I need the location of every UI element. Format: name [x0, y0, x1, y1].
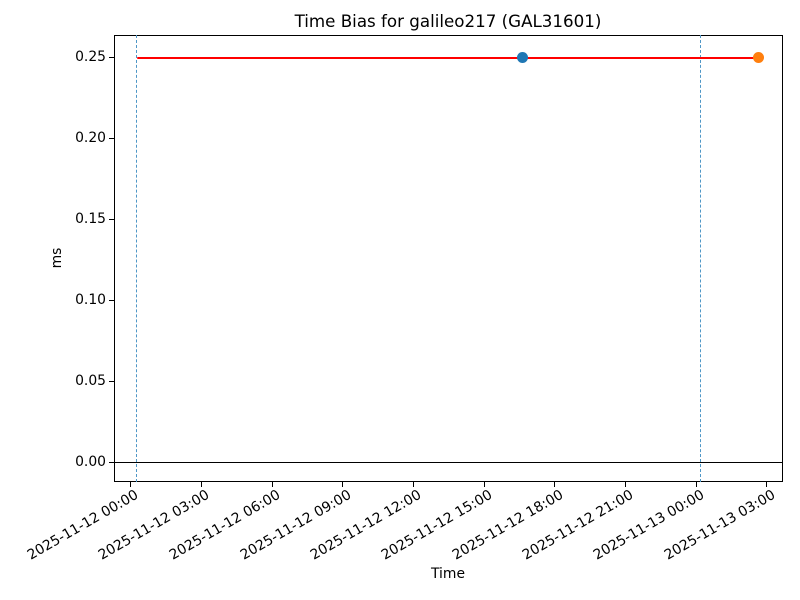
y-tick-label: 0.10 [75, 292, 106, 308]
x-tick-mark [766, 481, 768, 487]
y-tick-mark [108, 218, 114, 220]
x-tick-mark [200, 481, 202, 487]
y-tick-label: 0.20 [75, 130, 106, 146]
event-boundary-vline [699, 35, 701, 482]
x-tick-mark [554, 481, 556, 487]
marker-latest-point [752, 52, 764, 64]
y-tick-mark [108, 380, 114, 382]
marker-mid-session-point [517, 52, 529, 64]
zero-baseline [113, 461, 783, 463]
x-tick-mark [342, 481, 344, 487]
x-tick-mark [625, 481, 626, 487]
x-tick-mark [271, 481, 273, 487]
y-tick-label: 0.25 [75, 49, 106, 65]
y-tick-label: 0.15 [75, 211, 106, 227]
y-tick-mark [108, 461, 114, 463]
y-axis-label: ms [49, 247, 65, 269]
y-tick-mark [108, 56, 114, 58]
x-tick-mark [695, 481, 697, 487]
plot-area [113, 35, 783, 482]
time-bias-line-segment [136, 56, 759, 59]
event-boundary-vline [136, 35, 138, 482]
x-tick-mark [130, 481, 132, 487]
y-tick-mark [108, 137, 114, 139]
x-axis-label: Time [431, 566, 465, 582]
x-tick-mark [483, 481, 485, 487]
x-tick-mark [412, 481, 414, 487]
y-tick-mark [108, 299, 114, 301]
y-tick-label: 0.00 [75, 454, 106, 470]
chart-title: Time Bias for galileo217 (GAL31601) [294, 11, 602, 31]
x-tick-label: 2025-11-12 00:00 [25, 487, 142, 564]
y-tick-label: 0.05 [75, 373, 106, 389]
